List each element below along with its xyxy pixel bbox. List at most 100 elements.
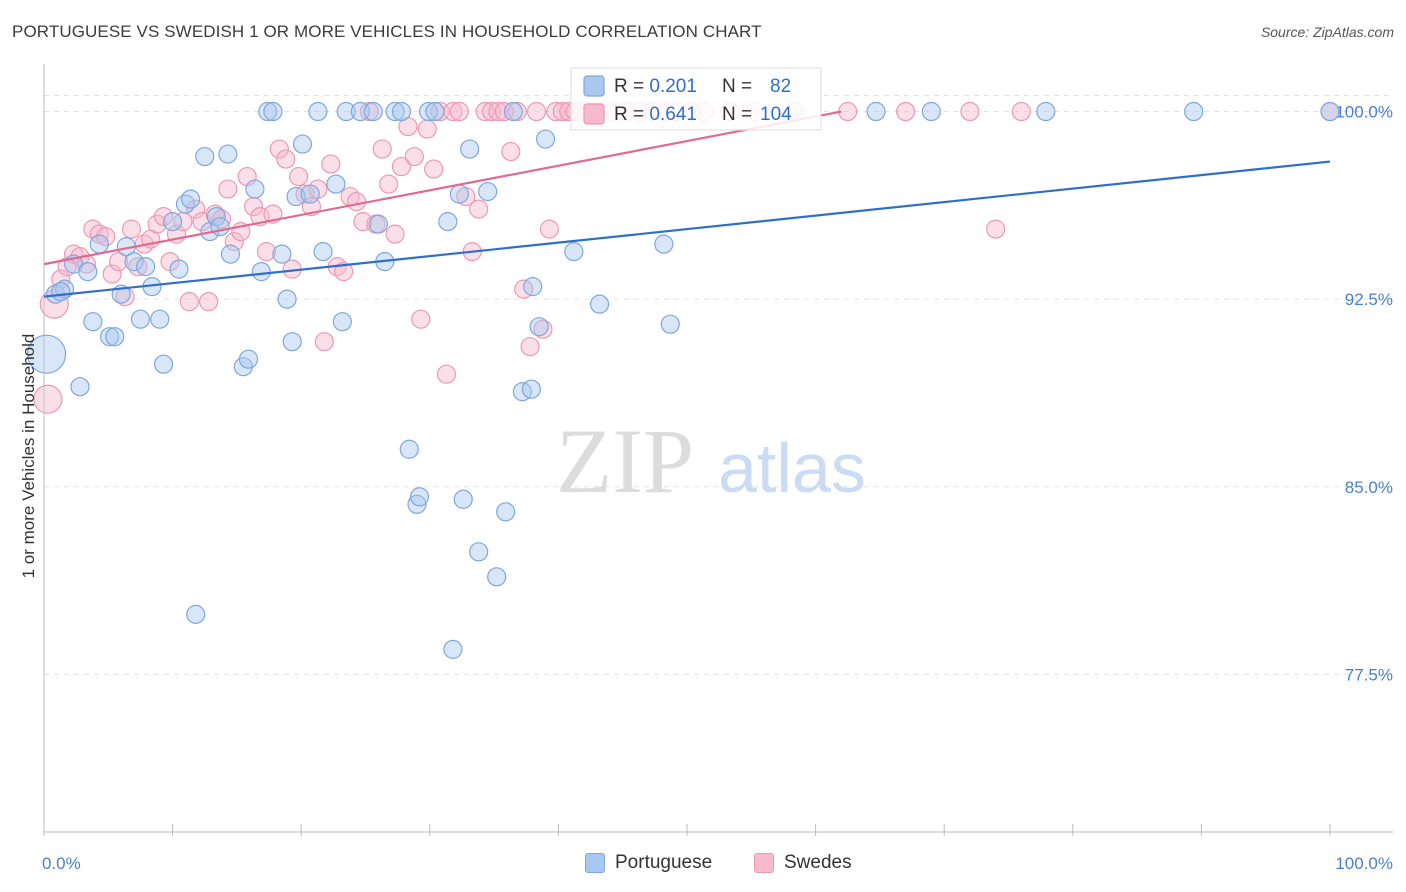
r-value: 0.201: [649, 76, 697, 97]
point-portuguese: [399, 439, 419, 459]
point-portuguese: [1320, 101, 1340, 122]
point-swedes: [186, 199, 206, 219]
legend-stats: R = 0.201 N = 82 R = 0.641 N = 104: [570, 67, 822, 131]
point-swedes: [179, 292, 199, 312]
point-portuguese: [564, 242, 584, 262]
point-portuguese: [503, 101, 523, 122]
point-portuguese: [521, 379, 541, 399]
point-swedes: [33, 384, 63, 414]
point-portuguese: [308, 101, 328, 122]
point-portuguese: [487, 567, 507, 587]
point-portuguese: [300, 184, 320, 204]
n-label: N =: [722, 76, 757, 97]
point-portuguese: [478, 181, 498, 202]
point-portuguese: [409, 487, 430, 507]
point-swedes: [520, 337, 540, 357]
point-portuguese: [251, 262, 271, 282]
x-tick-label-min: 0.0%: [42, 854, 81, 873]
point-portuguese: [469, 542, 489, 562]
point-portuguese: [277, 289, 297, 309]
point-portuguese: [326, 174, 346, 194]
point-swedes: [218, 179, 238, 199]
point-portuguese: [130, 309, 151, 329]
point-portuguese: [589, 294, 610, 314]
legend-box: [570, 67, 822, 131]
point-portuguese: [150, 309, 170, 329]
point-portuguese: [336, 101, 356, 122]
point-portuguese: [866, 101, 886, 122]
point-swedes: [334, 262, 354, 282]
n-label: N =: [722, 104, 757, 125]
y-axis-label: 1 or more Vehicles in Household: [19, 334, 38, 579]
point-portuguese: [368, 214, 388, 234]
trend-line-portuguese: [43, 160, 1331, 298]
point-swedes: [256, 242, 277, 262]
y-tick-label: 100.0%: [1335, 103, 1393, 122]
point-portuguese: [245, 179, 265, 199]
watermark-zip: ZIP: [556, 410, 694, 512]
point-portuguese: [529, 317, 549, 337]
point-portuguese: [523, 277, 543, 297]
point-swedes: [199, 292, 219, 312]
x-tick-label-max: 100.0%: [1335, 854, 1393, 873]
point-swedes: [526, 101, 547, 122]
y-tick-label: 77.5%: [1345, 665, 1393, 684]
trend-line-swedes: [43, 110, 842, 266]
point-portuguese: [206, 206, 226, 227]
y-tick-label: 85.0%: [1345, 478, 1393, 497]
point-swedes: [436, 364, 457, 384]
point-portuguese: [169, 259, 189, 279]
point-swedes: [346, 191, 367, 212]
point-swedes: [960, 101, 980, 122]
point-swedes: [211, 209, 232, 229]
point-swedes: [449, 101, 469, 122]
point-portuguese: [286, 186, 306, 207]
legend-item-swedes[interactable]: Swedes: [754, 852, 852, 874]
point-swedes: [404, 146, 424, 167]
point-portuguese: [238, 349, 259, 369]
point-portuguese: [292, 134, 313, 154]
point-portuguese: [26, 334, 67, 374]
point-swedes: [102, 264, 122, 284]
legend-swatch-pink: [583, 103, 605, 125]
point-swedes: [501, 141, 521, 162]
point-portuguese: [220, 244, 241, 264]
point-portuguese: [391, 101, 412, 122]
n-value: 82: [770, 76, 791, 97]
legend-label-portuguese: Portuguese: [615, 852, 713, 873]
point-portuguese: [282, 332, 302, 352]
point-swedes: [96, 227, 116, 247]
point-portuguese: [258, 101, 278, 122]
point-portuguese: [313, 242, 333, 262]
point-swedes: [379, 174, 399, 194]
legend-swatch-swedes: [754, 853, 774, 873]
point-portuguese: [195, 146, 215, 167]
point-swedes: [121, 219, 142, 239]
point-swedes: [1011, 101, 1031, 122]
axes: 100.0% 92.5% 85.0% 77.5% 0.0% 100.0%: [42, 64, 1393, 873]
point-swedes: [539, 219, 559, 239]
point-portuguese: [83, 312, 103, 332]
n-value: 104: [760, 104, 792, 125]
point-swedes: [411, 309, 431, 329]
point-portuguese: [660, 314, 680, 334]
point-portuguese: [1036, 101, 1056, 122]
point-portuguese: [99, 327, 120, 347]
point-swedes: [417, 119, 437, 139]
legend-item-portuguese[interactable]: Portuguese: [585, 852, 712, 874]
point-portuguese: [210, 217, 230, 237]
point-portuguese: [363, 101, 383, 122]
legend-stat-row: R = 0.641 N = 104: [614, 104, 792, 125]
point-portuguese: [460, 139, 480, 159]
point-swedes: [321, 154, 341, 174]
point-portuguese: [78, 262, 98, 282]
point-portuguese: [453, 489, 473, 509]
point-portuguese: [449, 184, 469, 204]
series-portuguese-points: [26, 101, 1340, 659]
legend-swatch-portuguese: [585, 853, 605, 873]
point-portuguese: [1184, 101, 1204, 122]
point-swedes: [385, 224, 405, 244]
point-swedes: [269, 139, 289, 159]
point-swedes: [153, 206, 174, 227]
